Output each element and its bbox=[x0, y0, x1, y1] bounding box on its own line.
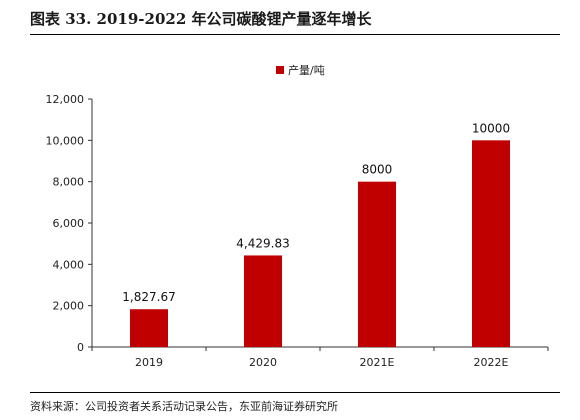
bar bbox=[244, 255, 282, 347]
title-rule bbox=[30, 34, 560, 35]
y-tick-label: 2,000 bbox=[53, 300, 85, 313]
axes: 0 2,000 4,000 6,000 8,000 10,000 12,000 2019 202… bbox=[46, 93, 549, 369]
bars bbox=[130, 140, 510, 347]
bar bbox=[130, 309, 168, 347]
data-label: 4,429.83 bbox=[236, 236, 289, 250]
legend-label: 产量/吨 bbox=[288, 63, 325, 77]
y-tick-label: 12,000 bbox=[46, 93, 85, 106]
chart-title: 图表 33. 2019-2022 年公司碳酸锂产量逐年增长 bbox=[30, 10, 372, 28]
legend: 产量/吨 bbox=[276, 63, 325, 77]
data-label: 10000 bbox=[472, 121, 510, 135]
data-labels: 1,827.67 4,429.83 8000 10000 bbox=[122, 121, 510, 304]
y-tick-label: 4,000 bbox=[53, 258, 85, 271]
source-note: 资料来源：公司投资者关系活动记录公告，东亚前海证券研究所 bbox=[30, 400, 338, 413]
y-tick-label: 10,000 bbox=[46, 134, 85, 147]
data-label: 8000 bbox=[362, 163, 393, 177]
y-tick-label: 6,000 bbox=[53, 217, 85, 230]
bar bbox=[472, 140, 510, 347]
data-label: 1,827.67 bbox=[122, 290, 175, 304]
bar bbox=[358, 181, 396, 347]
x-tick-label: 2019 bbox=[135, 356, 163, 369]
footer-rule bbox=[30, 392, 560, 393]
x-tick-label: 2021E bbox=[360, 356, 395, 369]
legend-swatch bbox=[276, 66, 284, 74]
y-tick-label: 0 bbox=[77, 341, 84, 354]
y-tick-label: 8,000 bbox=[53, 176, 85, 189]
x-tick-label: 2022E bbox=[474, 356, 509, 369]
x-tick-label: 2020 bbox=[249, 356, 277, 369]
